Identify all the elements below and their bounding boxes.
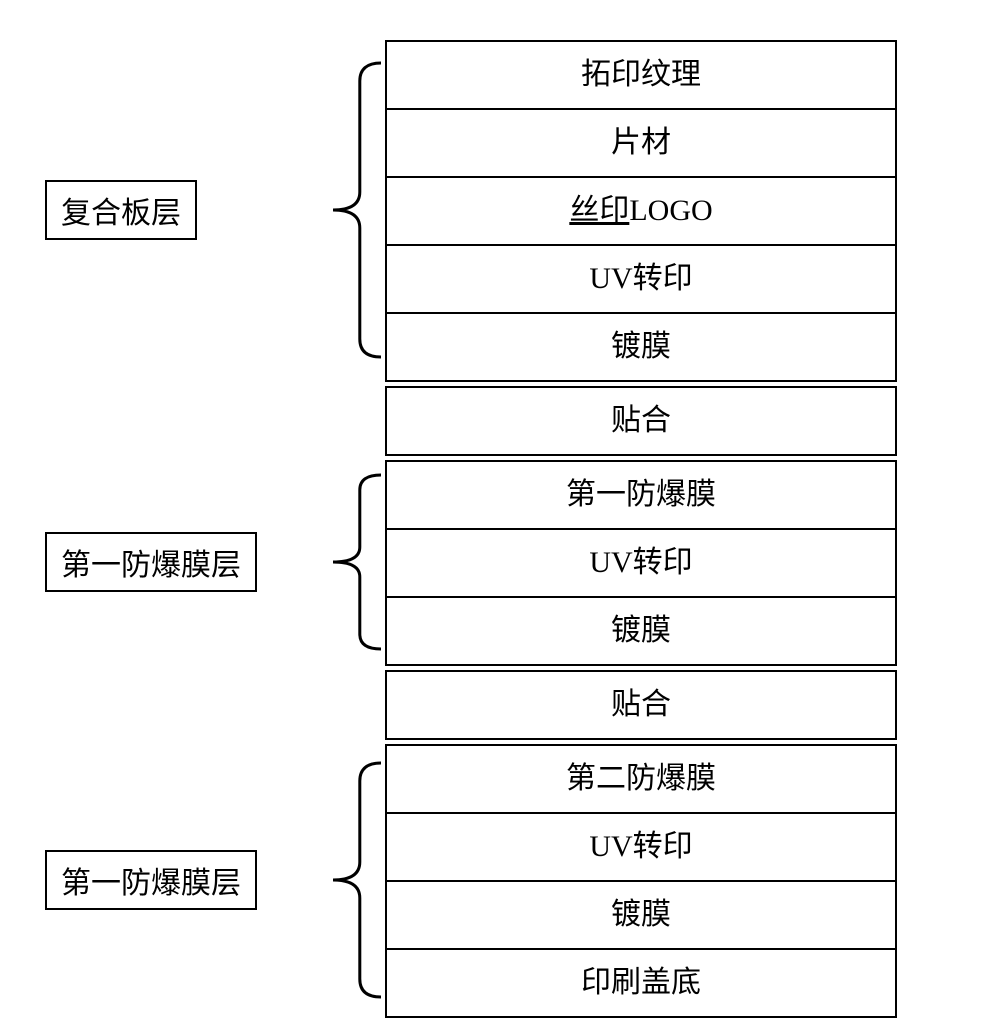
layer-item: 丝印LOGO	[385, 176, 897, 246]
layer-item: 片材	[385, 108, 897, 178]
group-label-holder: 复合板层	[45, 180, 329, 240]
layer-group: 第一防爆膜层 第一防爆膜UV转印镀膜	[45, 460, 955, 664]
layer-item: 第二防爆膜	[385, 744, 897, 814]
items-column: 贴合	[385, 386, 897, 454]
layer-item: 印刷盖底	[385, 948, 897, 1018]
items-column: 第一防爆膜UV转印镀膜	[385, 460, 897, 664]
layer-item: 镀膜	[385, 880, 897, 950]
layer-item: 镀膜	[385, 312, 897, 382]
layer-item: 拓印纹理	[385, 40, 897, 110]
spacer	[45, 664, 385, 744]
items-column: 贴合	[385, 670, 897, 738]
layer-item: 贴合	[385, 386, 897, 456]
standalone-row: 贴合	[45, 380, 955, 460]
layer-item: UV转印	[385, 812, 897, 882]
layer-group: 复合板层 拓印纹理片材丝印LOGOUV转印镀膜	[45, 40, 955, 380]
brace-icon	[329, 757, 385, 1003]
items-column: 第二防爆膜UV转印镀膜印刷盖底	[385, 744, 897, 1016]
standalone-row: 贴合	[45, 664, 955, 744]
group-label: 第一防爆膜层	[45, 850, 257, 910]
layer-item: UV转印	[385, 244, 897, 314]
group-label: 第一防爆膜层	[45, 532, 257, 592]
layer-item: 镀膜	[385, 596, 897, 666]
spacer	[45, 380, 385, 460]
items-column: 拓印纹理片材丝印LOGOUV转印镀膜	[385, 40, 897, 380]
group-label-holder: 第一防爆膜层	[45, 532, 329, 592]
layer-item: 第一防爆膜	[385, 460, 897, 530]
layer-item: UV转印	[385, 528, 897, 598]
layer-item: 贴合	[385, 670, 897, 740]
brace-icon	[329, 469, 385, 655]
group-label: 复合板层	[45, 180, 197, 240]
layer-group: 第一防爆膜层 第二防爆膜UV转印镀膜印刷盖底	[45, 744, 955, 1016]
group-label-holder: 第一防爆膜层	[45, 850, 329, 910]
brace-icon	[329, 57, 385, 363]
